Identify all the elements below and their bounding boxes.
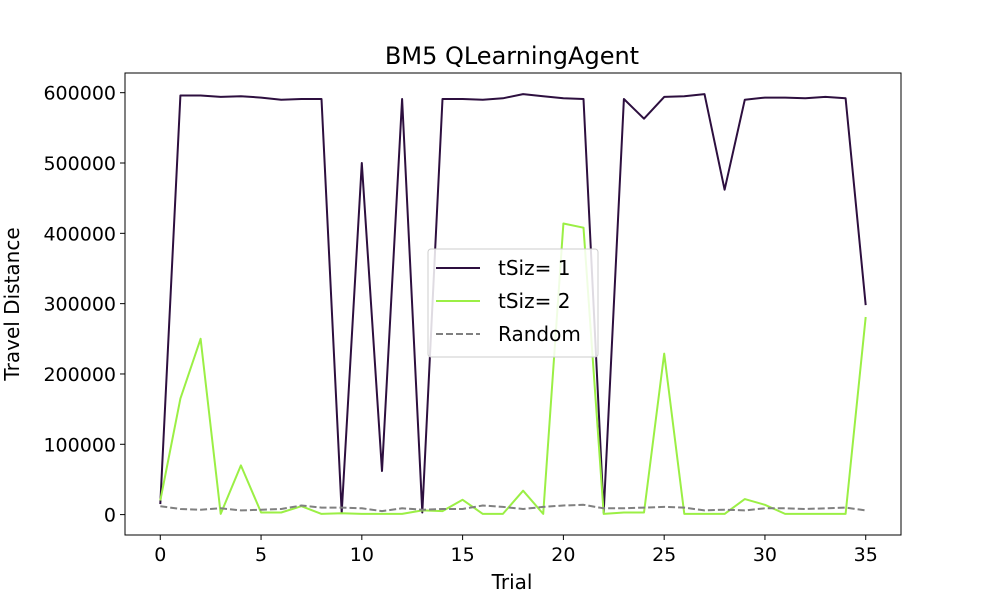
y-tick-label: 200000 <box>43 364 116 386</box>
x-tick-label: 0 <box>154 544 166 566</box>
y-tick-label: 400000 <box>43 223 116 245</box>
legend-label-1: tSiz= 1 <box>498 256 570 280</box>
y-axis: 0 100000 200000 300000 400000 500000 600000 <box>43 83 125 527</box>
y-tick-label: 0 <box>104 505 116 527</box>
series-line-1 <box>159 93 867 514</box>
x-tick-label: 15 <box>451 544 475 566</box>
x-tick-label: 30 <box>753 544 777 566</box>
y-tick-label: 500000 <box>43 153 116 175</box>
series-line-3 <box>160 503 866 513</box>
x-axis-label: Trial <box>491 570 533 594</box>
y-tick-label: 600000 <box>43 83 116 105</box>
y-tick-label: 100000 <box>43 434 116 456</box>
legend-label-3: Random <box>498 322 581 346</box>
x-tick-label: 20 <box>551 544 575 566</box>
y-tick-label: 300000 <box>43 294 116 316</box>
series-line-2 <box>159 222 867 515</box>
legend-label-2: tSiz= 2 <box>498 289 570 313</box>
x-tick-label: 5 <box>255 544 267 566</box>
x-axis: 0 5 10 15 20 25 30 35 <box>154 535 878 566</box>
legend-box <box>427 248 599 358</box>
x-tick-label: 35 <box>854 544 878 566</box>
legend: tSiz= 1 tSiz= 2 Random <box>427 248 599 358</box>
chart-title: BM5 QLearningAgent <box>385 42 639 70</box>
x-tick-label: 10 <box>350 544 374 566</box>
x-tick-label: 25 <box>652 544 676 566</box>
y-axis-label: Travel Distance <box>0 227 24 381</box>
series-layer <box>159 93 867 515</box>
